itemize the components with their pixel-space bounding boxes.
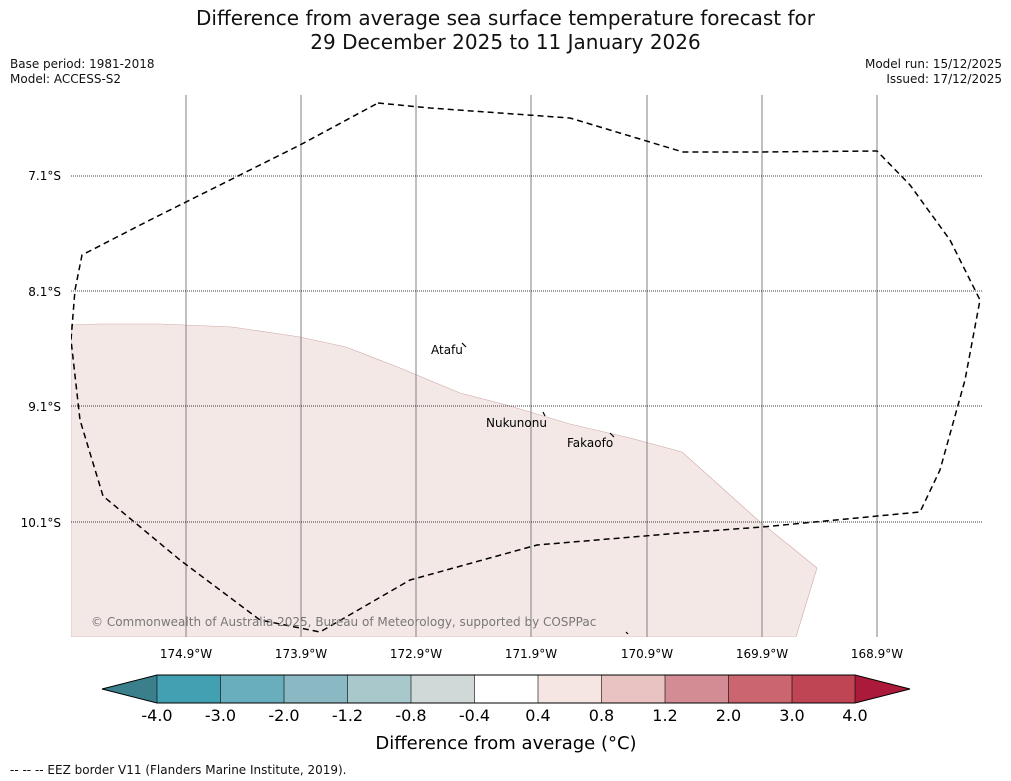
anomaly-shaded-region — [71, 323, 818, 637]
colorbar-tick: 3.0 — [779, 706, 804, 725]
colorbar-segment — [347, 675, 411, 703]
island-fakaofo — [609, 432, 615, 438]
place-label-atafu: Atafu — [431, 343, 463, 357]
colorbar-segment — [665, 675, 729, 703]
colorbar-tick: -0.4 — [459, 706, 490, 725]
title-line-1: Difference from average sea surface temp… — [195, 6, 815, 30]
eez-border — [71, 102, 981, 633]
model-run: Model run: 15/12/2025 — [864, 57, 1002, 71]
copyright-notice: © Commonwealth of Australia 2025, Bureau… — [91, 615, 596, 629]
island-speck — [625, 631, 629, 635]
colorbar-tick: -3.0 — [205, 706, 236, 725]
lon-label: 169.9°W — [736, 647, 788, 661]
eez-legend: -- -- -- EEZ border V11 (Flanders Marine… — [10, 763, 347, 777]
place-label-fakaofo: Fakaofo — [567, 436, 613, 450]
colorbar-tick: 0.8 — [589, 706, 614, 725]
colorbar-tick: -4.0 — [141, 706, 172, 725]
model-name: Model: ACCESS-S2 — [10, 72, 122, 86]
base-info: Base period: 1981-2018 Model: ACCESS-S2 — [10, 57, 155, 87]
island-nukunonu — [542, 411, 546, 417]
lat-label: 9.1°S — [28, 400, 61, 414]
colorbar-title: Difference from average (°C) — [375, 733, 636, 754]
colorbar-segment — [157, 675, 221, 703]
place-label-nukunonu: Nukunonu — [486, 416, 547, 430]
colorbar-tick: 0.4 — [525, 706, 550, 725]
colorbar-segment — [538, 675, 602, 703]
island-atafu — [461, 342, 467, 348]
colorbar-segment — [601, 675, 665, 703]
lon-label: 170.9°W — [621, 647, 673, 661]
lat-label: 8.1°S — [28, 285, 61, 299]
lon-label: 172.9°W — [390, 647, 442, 661]
colorbar-segment — [220, 675, 284, 703]
colorbar-segment — [792, 675, 855, 703]
colorbar-segment — [474, 675, 538, 703]
title-line-2: 29 December 2025 to 11 January 2026 — [310, 30, 701, 54]
map-title: Difference from average sea surface temp… — [0, 6, 1011, 54]
colorbar-segment — [284, 675, 348, 703]
lon-label: 173.9°W — [275, 647, 327, 661]
issued-date: Issued: 17/12/2025 — [886, 72, 1002, 86]
colorbar-tick: 2.0 — [716, 706, 741, 725]
lat-label: 10.1°S — [21, 516, 61, 530]
lon-label: 174.9°W — [160, 647, 212, 661]
run-info: Model run: 15/12/2025 Issued: 17/12/2025 — [865, 57, 1002, 87]
colorbar-segment — [102, 675, 157, 703]
colorbar-segment — [411, 675, 475, 703]
lat-label: 7.1°S — [28, 169, 61, 183]
base-period: Base period: 1981-2018 — [10, 57, 155, 71]
colorbar-tick: 1.2 — [652, 706, 677, 725]
colorbar-segment — [855, 675, 910, 703]
colorbar — [101, 674, 911, 704]
colorbar-tick: -2.0 — [268, 706, 299, 725]
lon-label: 168.9°W — [851, 647, 903, 661]
colorbar-tick: -0.8 — [395, 706, 426, 725]
colorbar-tick: 4.0 — [842, 706, 867, 725]
lon-label: 171.9°W — [505, 647, 557, 661]
colorbar-segment — [728, 675, 792, 703]
colorbar-tick: -1.2 — [332, 706, 363, 725]
